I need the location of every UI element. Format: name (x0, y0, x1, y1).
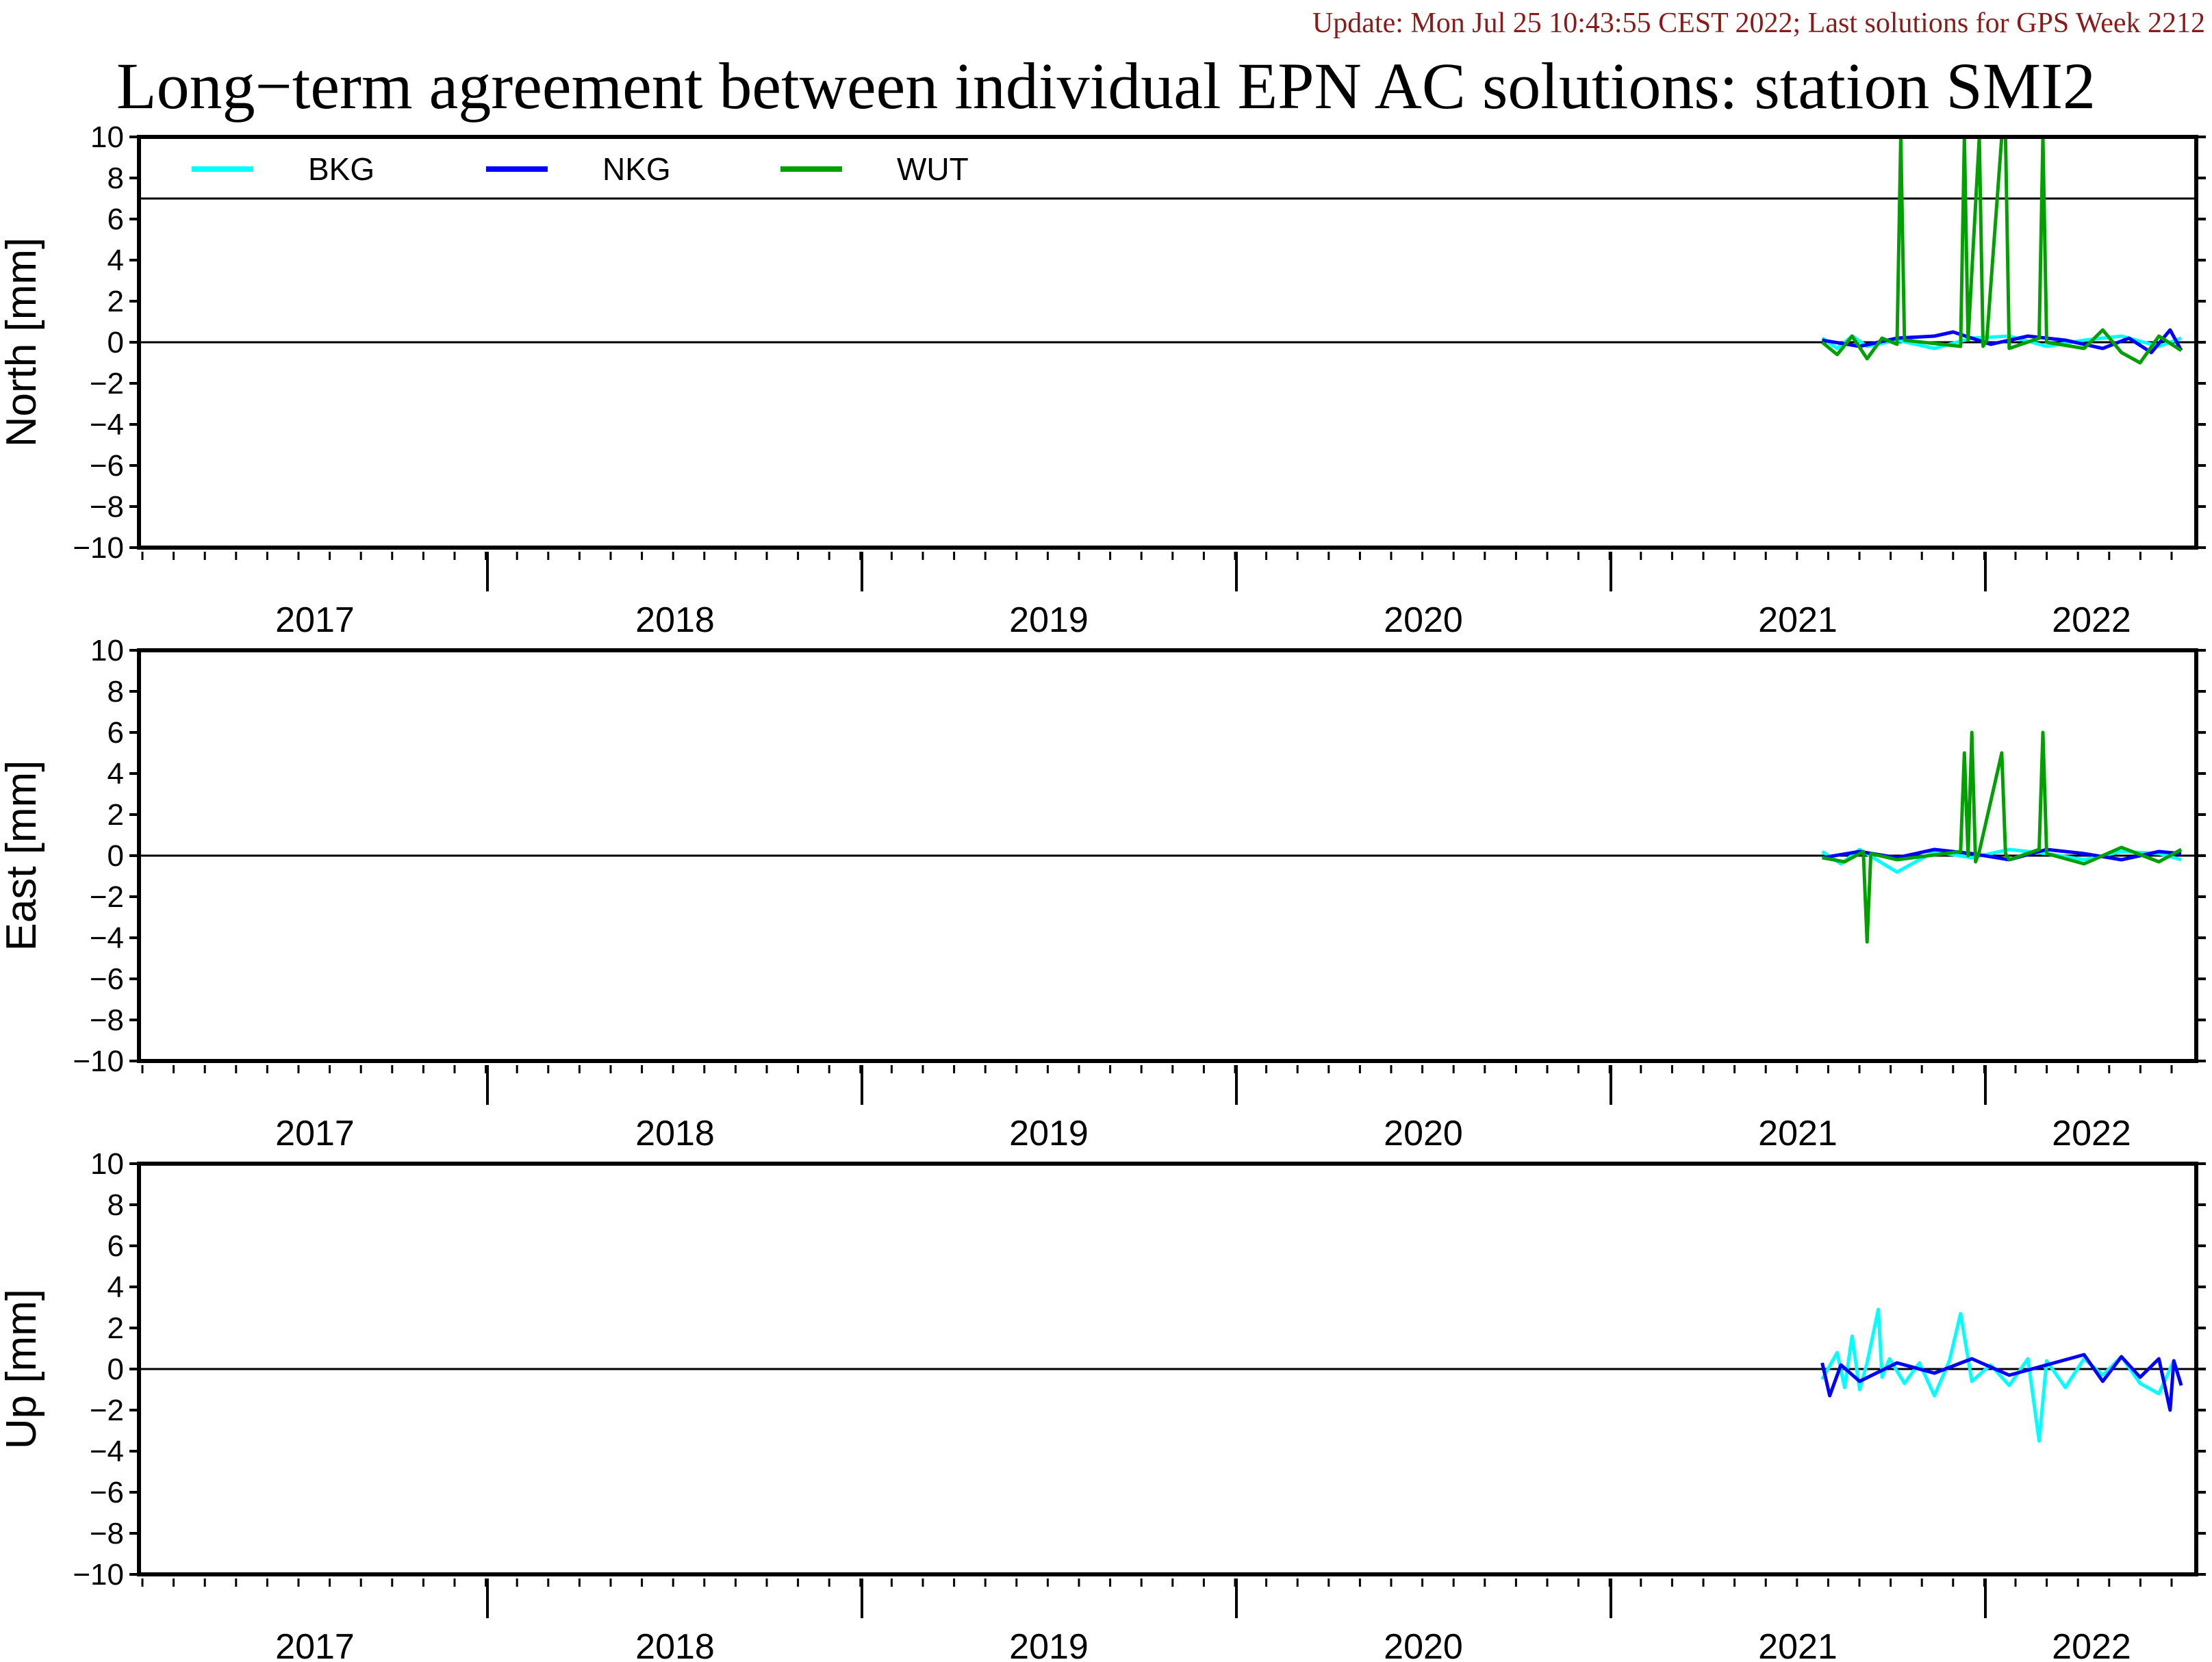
y-tick-label: −10 (73, 1045, 124, 1078)
x-year-label: 2018 (635, 600, 715, 640)
x-year-label: 2019 (1009, 600, 1089, 640)
y-axis-label: East [mm] (0, 760, 45, 951)
y-tick-label: −4 (90, 921, 124, 955)
y-tick-label: 2 (107, 798, 124, 832)
y-tick-label: 0 (107, 326, 124, 359)
y-tick-label: −4 (90, 408, 124, 442)
y-tick-label: 4 (107, 1270, 124, 1304)
legend-label: WUT (897, 151, 969, 187)
y-tick-label: 2 (107, 1312, 124, 1345)
x-year-label: 2021 (1758, 1627, 1838, 1662)
series-bkg-line (1820, 1307, 2183, 1443)
y-tick-label: 8 (107, 675, 124, 708)
y-tick-label: 10 (90, 1147, 124, 1181)
chart-title: Long−term agreement between individual E… (116, 49, 2096, 123)
series-wut-line (1821, 135, 2183, 365)
y-axis-label: Up [mm] (0, 1289, 45, 1449)
y-tick-label: 0 (107, 839, 124, 873)
y-tick-label: −10 (73, 531, 124, 565)
x-year-label: 2018 (635, 1114, 715, 1153)
x-year-label: 2017 (275, 1114, 355, 1153)
x-year-label: 2021 (1758, 1114, 1838, 1153)
y-tick-label: −2 (90, 1394, 124, 1427)
y-tick-label: −4 (90, 1435, 124, 1468)
y-tick-label: −10 (73, 1558, 124, 1591)
y-tick-label: 4 (107, 757, 124, 791)
y-tick-label: 8 (107, 1188, 124, 1222)
y-tick-label: 4 (107, 244, 124, 277)
series-nkg-line (1820, 1353, 2183, 1412)
y-tick-label: −6 (90, 962, 124, 996)
y-tick-label: −6 (90, 1476, 124, 1509)
y-tick-label: −6 (90, 449, 124, 483)
x-year-label: 2021 (1758, 600, 1838, 640)
y-tick-label: −2 (90, 880, 124, 914)
legend-label: BKG (308, 151, 374, 187)
x-year-label: 2020 (1384, 600, 1463, 640)
y-tick-label: −8 (90, 1003, 124, 1037)
x-year-label: 2020 (1384, 1114, 1463, 1153)
x-year-label: 2018 (635, 1627, 715, 1662)
update-info: Update: Mon Jul 25 10:43:55 CEST 2022; L… (1312, 8, 2205, 39)
x-year-label: 2020 (1384, 1627, 1463, 1662)
y-tick-label: 6 (107, 203, 124, 236)
panel-1: 10 8 6 4 2 0 −2 −4 −6 −8 −10 East [mm] 2017 2018 2019 2… (0, 634, 2206, 1153)
x-year-label: 2022 (2052, 1627, 2131, 1662)
x-year-label: 2019 (1009, 1627, 1089, 1662)
legend-label: NKG (602, 151, 671, 187)
panel-0: 10 8 6 4 2 0 −2 −4 −6 −8 −10 North [mm] 2017 2018 2019… (0, 120, 2206, 640)
y-tick-label: 10 (90, 120, 124, 154)
y-tick-label: −8 (90, 1517, 124, 1550)
y-tick-label: 10 (90, 634, 124, 667)
x-year-label: 2017 (275, 1627, 355, 1662)
y-tick-label: −8 (90, 490, 124, 524)
panel-2: 10 8 6 4 2 0 −2 −4 −6 −8 −10 Up [mm] 2017 2018 2019 202… (0, 1147, 2206, 1662)
y-tick-label: 6 (107, 716, 124, 750)
y-tick-label: 0 (107, 1353, 124, 1386)
x-year-label: 2022 (2052, 1114, 2131, 1153)
x-year-label: 2022 (2052, 600, 2131, 640)
y-axis-label: North [mm] (0, 238, 45, 448)
y-tick-label: 2 (107, 285, 124, 318)
y-tick-label: −2 (90, 367, 124, 400)
y-tick-label: 8 (107, 162, 124, 195)
series-wut-line (1822, 730, 2183, 944)
y-tick-label: 6 (107, 1229, 124, 1263)
x-year-label: 2017 (275, 600, 355, 640)
x-year-label: 2019 (1009, 1114, 1089, 1153)
